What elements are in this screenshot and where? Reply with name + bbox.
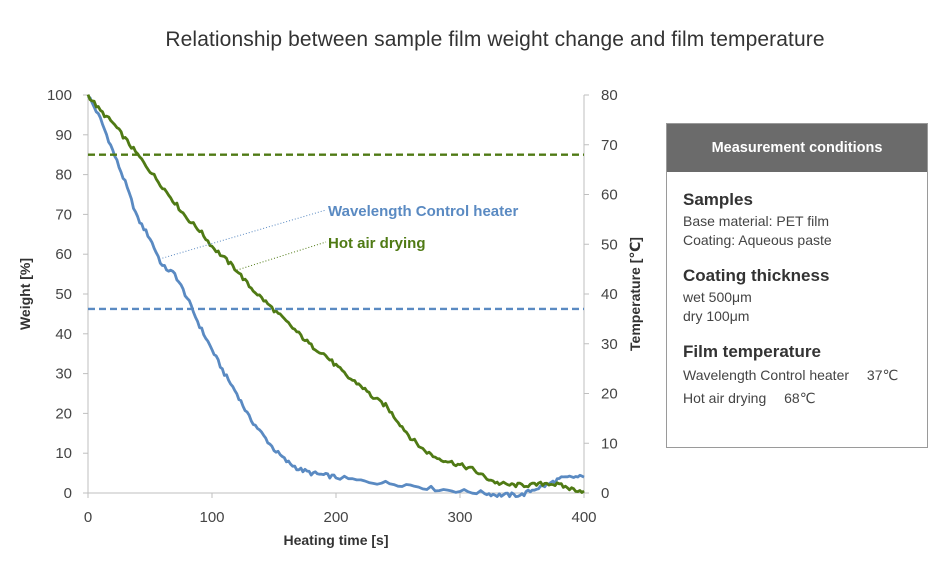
y-tick-label: 60 <box>55 246 72 263</box>
y2-tick-label: 20 <box>601 386 618 403</box>
series-label-hotair: Hot air drying <box>328 235 426 252</box>
x-tick-label: 300 <box>447 509 472 526</box>
y-tick-label: 10 <box>55 445 72 462</box>
series-line-weight-1 <box>86 94 585 494</box>
y-tick-label: 0 <box>64 485 72 502</box>
series-label-wavelength: Wavelength Control heater <box>328 203 518 220</box>
y-tick-label: 100 <box>47 87 72 104</box>
y-tick-label: 70 <box>55 206 72 223</box>
conditions-section-thickness: Coating thickness wet 500μm dry 100μm <box>667 266 927 324</box>
condition-line: Wavelength Control heater 37℃ <box>683 367 899 383</box>
y2-tick-label: 10 <box>601 435 618 452</box>
y-tick-label: 40 <box>55 326 72 343</box>
condition-line: Hot air drying 68℃ <box>683 390 816 406</box>
y-tick-label: 80 <box>55 167 72 184</box>
conditions-header: Measurement conditions <box>667 124 927 172</box>
x-tick-label: 0 <box>84 509 92 526</box>
section-title: Samples <box>683 190 753 209</box>
x-tick-label: 200 <box>323 509 348 526</box>
condition-line: dry 100μm <box>683 308 750 324</box>
y-tick-label: 30 <box>55 366 72 383</box>
y2-tick-label: 40 <box>601 286 618 303</box>
y2-tick-label: 0 <box>601 485 609 502</box>
y2-axis-label: Temperature [℃] <box>627 237 643 351</box>
condition-line: wet 500μm <box>683 289 752 305</box>
section-title: Coating thickness <box>683 266 830 285</box>
axes: 0 10 20 30 40 50 60 70 80 90 100 0 10 20 30 40 50 60 70 80 0… <box>17 87 643 548</box>
label-layer: Wavelength Control heater Hot air drying <box>162 203 518 271</box>
y-tick-label: 20 <box>55 405 72 422</box>
chart-title: Relationship between sample film weight … <box>165 28 825 51</box>
leader-line-hotair <box>236 241 327 271</box>
conditions-section-temperature: Film temperature Wavelength Control heat… <box>667 342 927 408</box>
y-tick-label: 50 <box>55 286 72 303</box>
y-axis-label: Weight [%] <box>17 258 33 330</box>
chart: 0 10 20 30 40 50 60 70 80 90 100 0 10 20 30 40 50 60 70 80 0… <box>17 87 643 548</box>
x-tick-label: 400 <box>571 509 596 526</box>
x-axis-label: Heating time [s] <box>283 532 388 548</box>
condition-line: Base material: PET film <box>683 213 830 229</box>
section-title: Film temperature <box>683 342 821 361</box>
y2-tick-label: 70 <box>601 137 618 154</box>
series-layer <box>86 94 585 498</box>
series-line-weight-0 <box>87 95 585 498</box>
conditions-section-samples: Samples Base material: PET film Coating:… <box>667 190 927 248</box>
y2-tick-label: 80 <box>601 87 618 104</box>
y2-tick-label: 30 <box>601 336 618 353</box>
measurement-conditions-panel: Measurement conditions Samples Base mate… <box>666 123 928 448</box>
condition-line: Coating: Aqueous paste <box>683 232 832 248</box>
y2-tick-label: 50 <box>601 236 618 253</box>
x-tick-label: 100 <box>199 509 224 526</box>
y-tick-label: 90 <box>55 127 72 144</box>
y2-tick-label: 60 <box>601 187 618 204</box>
